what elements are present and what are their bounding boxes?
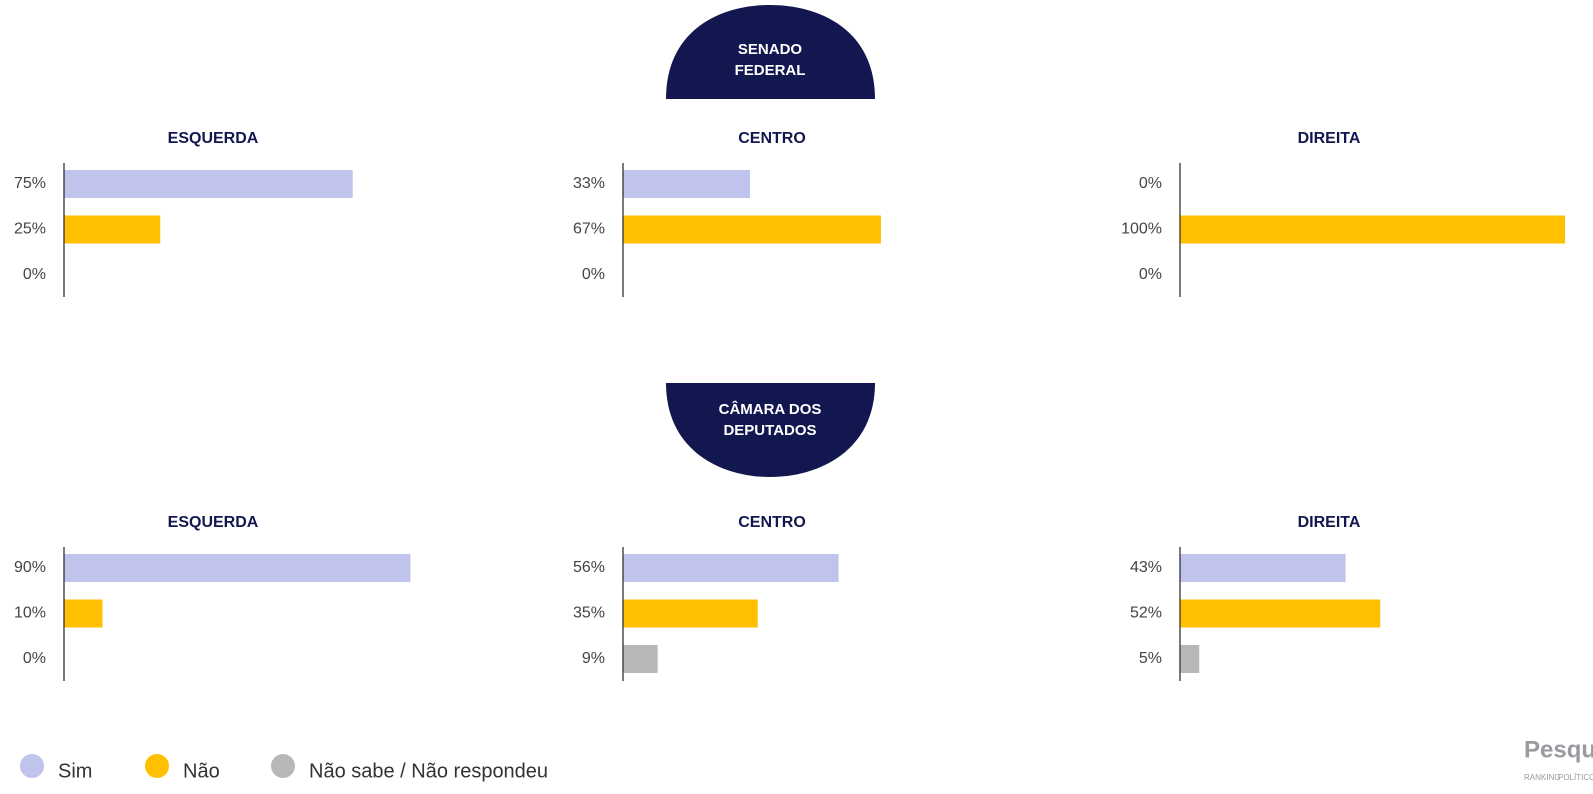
bar <box>623 599 758 628</box>
bar <box>623 215 881 244</box>
value-label: 0% <box>1139 175 1162 192</box>
value-label: 0% <box>582 266 605 283</box>
legend-swatch <box>20 754 44 778</box>
legend-label: Não <box>183 760 220 782</box>
legend-swatch <box>271 754 295 778</box>
chart-title: DIREITA <box>1298 514 1361 531</box>
legend-swatch <box>145 754 169 778</box>
value-label: 43% <box>1130 559 1162 576</box>
value-label: 9% <box>582 650 605 667</box>
legend-label: Sim <box>58 760 92 782</box>
chart-title: CENTRO <box>738 514 806 531</box>
section-badge <box>666 383 875 477</box>
section-title: SENADO <box>738 41 803 58</box>
chart-title: ESQUERDA <box>168 514 259 531</box>
value-label: 100% <box>1121 221 1162 238</box>
bar <box>1180 554 1346 582</box>
value-label: 25% <box>14 221 46 238</box>
value-label: 35% <box>573 605 605 622</box>
bar <box>64 170 353 198</box>
section-title: DEPUTADOS <box>723 422 816 439</box>
value-label: 56% <box>573 559 605 576</box>
chart-title: CENTRO <box>738 130 806 147</box>
value-label: 0% <box>23 266 46 283</box>
value-label: 10% <box>14 605 46 622</box>
value-label: 67% <box>573 221 605 238</box>
bar <box>1180 645 1200 673</box>
bar <box>1180 215 1565 244</box>
chart-title: DIREITA <box>1298 130 1361 147</box>
value-label: 0% <box>1139 266 1162 283</box>
bar <box>623 645 658 673</box>
bar <box>64 215 161 244</box>
logo-title: Pesqui <box>1524 736 1593 763</box>
value-label: 0% <box>23 650 46 667</box>
bar <box>64 554 411 582</box>
bar <box>623 554 839 582</box>
bar <box>64 599 103 628</box>
value-label: 33% <box>573 175 605 192</box>
value-label: 75% <box>14 175 46 192</box>
chart-title: ESQUERDA <box>168 130 259 147</box>
bar <box>623 170 751 198</box>
logo-subtitle: RANKING <box>1524 773 1560 782</box>
bar <box>1180 599 1381 628</box>
value-label: 52% <box>1130 605 1162 622</box>
section-title: CÂMARA DOS <box>719 400 822 418</box>
value-label: 90% <box>14 559 46 576</box>
section-badge <box>666 5 875 99</box>
section-title: FEDERAL <box>735 62 806 79</box>
value-label: 5% <box>1139 650 1162 667</box>
logo-subtitle: POLÍTICOS <box>1558 773 1593 782</box>
legend-label: Não sabe / Não respondeu <box>309 760 548 782</box>
